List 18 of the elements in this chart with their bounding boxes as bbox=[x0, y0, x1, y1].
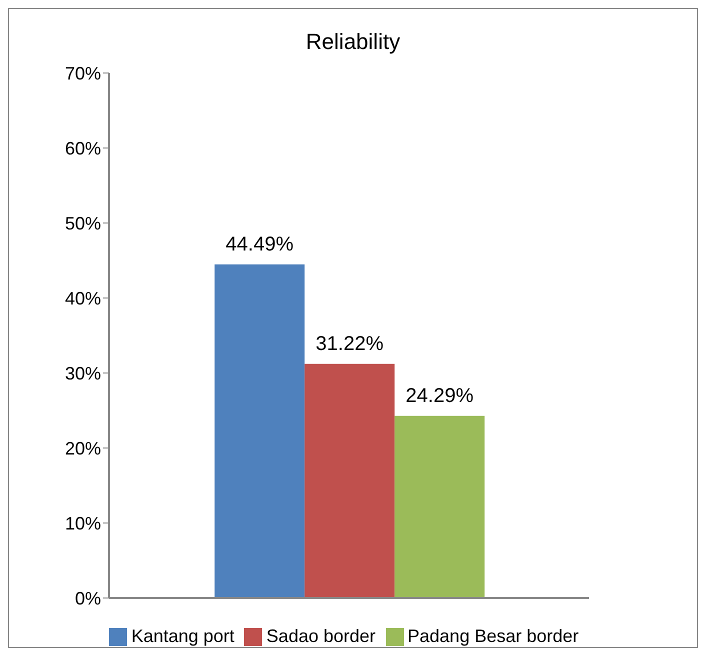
y-tick-label: 30% bbox=[64, 363, 101, 384]
y-tick-label: 10% bbox=[64, 513, 101, 534]
y-tick-label: 70% bbox=[64, 63, 101, 84]
bar bbox=[214, 264, 305, 598]
legend-label: Sadao border bbox=[266, 626, 376, 646]
legend-label: Kantang port bbox=[131, 626, 234, 646]
y-tick-label: 20% bbox=[64, 438, 101, 458]
data-label: 24.29% bbox=[406, 384, 474, 407]
chart-title: Reliability bbox=[304, 28, 402, 56]
y-tick-label: 40% bbox=[64, 288, 101, 308]
y-tick-label: 60% bbox=[64, 138, 101, 158]
data-label: 44.49% bbox=[226, 233, 294, 256]
legend-label: Padang Besar border bbox=[408, 626, 579, 646]
y-tick-label: 0% bbox=[74, 588, 101, 608]
data-label: 31.22% bbox=[316, 332, 384, 355]
bar bbox=[394, 416, 485, 598]
bar bbox=[304, 364, 395, 598]
y-tick-label: 50% bbox=[64, 213, 101, 234]
